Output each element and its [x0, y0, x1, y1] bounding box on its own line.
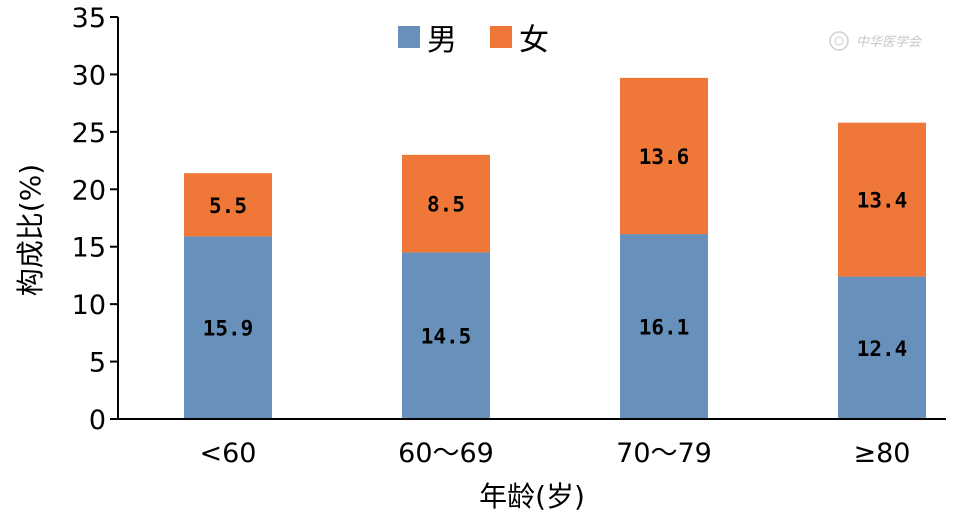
y-tick-label: 20 — [72, 175, 106, 206]
data-label-female-0: 5.5 — [209, 194, 247, 218]
data-label-female-3: 13.4 — [857, 189, 908, 213]
bar-male-1 — [402, 252, 490, 419]
data-label-female-1: 8.5 — [427, 193, 465, 217]
bars-group — [184, 77, 926, 419]
legend-swatch-female — [490, 26, 512, 48]
bar-female-2 — [620, 77, 708, 235]
x-ticks-group: <60 60～69 70～79 ≥80 — [200, 438, 911, 469]
bar-male-0 — [184, 236, 272, 419]
data-labels-group: 15.9 5.5 14.5 8.5 16.1 13.6 12.4 13.4 — [203, 145, 908, 361]
legend-label-male: 男 — [427, 23, 457, 58]
bar-male-2 — [620, 234, 708, 419]
bar-female-3 — [838, 122, 926, 277]
data-label-male-0: 15.9 — [203, 317, 254, 341]
y-tick-label: 5 — [89, 348, 106, 379]
y-ticks-group: 0 5 10 15 20 25 30 35 — [72, 3, 118, 436]
x-tick-label: 60～69 — [398, 438, 494, 469]
data-label-male-3: 12.4 — [857, 337, 908, 361]
bar-male-3 — [838, 276, 926, 419]
y-tick-label: 35 — [72, 3, 106, 34]
x-tick-label: 70～79 — [616, 438, 712, 469]
watermark-logo: 中华医学会 — [829, 31, 923, 51]
y-tick-label: 30 — [72, 60, 106, 91]
legend-swatch-male — [398, 26, 420, 48]
y-tick-label: 10 — [72, 290, 106, 321]
bar-female-1 — [402, 154, 490, 253]
data-label-female-2: 13.6 — [639, 145, 690, 169]
bar-female-0 — [184, 173, 272, 237]
y-axis-title: 构成比(%) — [14, 164, 47, 296]
data-label-male-2: 16.1 — [639, 316, 690, 340]
y-tick-label: 25 — [72, 118, 106, 149]
data-label-male-1: 14.5 — [421, 325, 472, 349]
x-axis-title: 年龄(岁) — [479, 480, 585, 513]
x-tick-label: <60 — [200, 438, 257, 469]
watermark-text: 中华医学会 — [856, 34, 923, 50]
legend: 男 女 — [398, 23, 549, 58]
axes-group — [117, 17, 946, 420]
y-tick-label: 15 — [72, 233, 106, 264]
x-tick-label: ≥80 — [854, 438, 911, 469]
legend-label-female: 女 — [519, 23, 549, 58]
y-tick-label: 0 — [89, 405, 106, 436]
